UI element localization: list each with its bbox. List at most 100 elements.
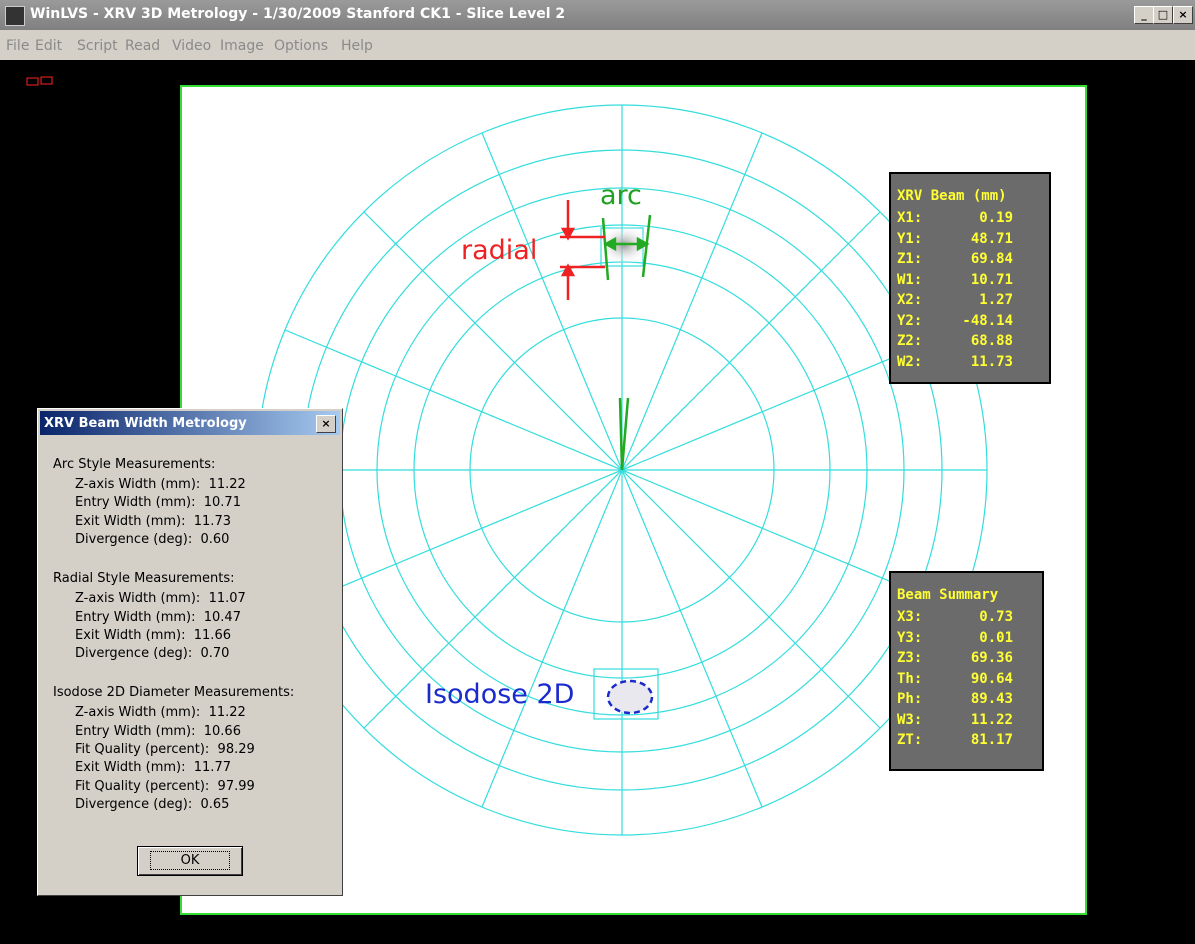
summary-panel: Beam Summary X3: 0.73 Y3: 0.01 Z3: 69.36 Th: 90… bbox=[889, 571, 1044, 771]
panel-row: ZT: 81.17 bbox=[897, 732, 1013, 751]
row-value: 89.43 bbox=[970, 691, 1013, 707]
row-value: 11.73 bbox=[970, 353, 1013, 370]
panel-row: Ph: 89.43 bbox=[897, 691, 1013, 710]
measurement-row: Exit Width (mm): 11.66 bbox=[75, 628, 231, 643]
row-value: -48.14 bbox=[962, 312, 1013, 329]
measurement-value: 10.71 bbox=[203, 495, 241, 511]
measurement-label: Z-axis Width (mm): bbox=[75, 477, 201, 492]
marker bbox=[26, 77, 39, 86]
row-value: 48.71 bbox=[970, 230, 1013, 247]
row-label: W3: bbox=[897, 711, 923, 728]
measurement-row: Entry Width (mm): 10.66 bbox=[75, 724, 241, 739]
measurement-value: 11.22 bbox=[208, 705, 246, 721]
menu-item[interactable]: Image bbox=[220, 38, 264, 54]
panel-row: X1: 0.19 bbox=[897, 210, 1013, 229]
row-label: X1: bbox=[897, 210, 923, 226]
ok-label: OK bbox=[149, 851, 231, 870]
dialog-title: XRV Beam Width Metrology bbox=[44, 416, 247, 431]
measurement-value: 10.47 bbox=[203, 609, 241, 625]
row-value: 0.19 bbox=[979, 210, 1013, 226]
panel-row: X2: 1.27 bbox=[897, 292, 1013, 311]
measurement-value: 11.73 bbox=[193, 513, 231, 529]
row-label: Y2: bbox=[897, 312, 923, 329]
measurement-value: 97.99 bbox=[217, 778, 255, 794]
panel-row: Z2: 68.88 bbox=[897, 333, 1013, 352]
row-label: ZT: bbox=[897, 732, 923, 748]
row-label: Y1: bbox=[897, 230, 923, 247]
marker bbox=[40, 76, 53, 85]
row-label: W1: bbox=[897, 271, 923, 288]
panel-row: Z3: 69.36 bbox=[897, 650, 1013, 669]
metrology-dialog: XRV Beam Width Metrology × OK Arc Style … bbox=[37, 408, 343, 896]
measurement-row: Exit Width (mm): 11.77 bbox=[75, 760, 231, 775]
section-heading: Isodose 2D Diameter Measurements: bbox=[53, 685, 295, 701]
measurement-value: 11.66 bbox=[193, 627, 231, 643]
arc-markers bbox=[601, 214, 652, 471]
row-value: 69.36 bbox=[970, 650, 1013, 666]
measurement-label: Divergence (deg): bbox=[75, 796, 193, 812]
panel-row: W3: 11.22 bbox=[897, 711, 1013, 731]
row-value: 0.73 bbox=[979, 609, 1013, 625]
measurement-row: Fit Quality (percent): 97.99 bbox=[75, 779, 255, 794]
image-view bbox=[26, 76, 53, 86]
measurement-value: 0.60 bbox=[200, 531, 230, 547]
measurement-value: 0.70 bbox=[200, 646, 230, 662]
panel-row: Y1: 48.71 bbox=[897, 230, 1013, 250]
row-label: Th: bbox=[897, 670, 923, 687]
measurement-row: Z-axis Width (mm): 11.22 bbox=[75, 705, 246, 720]
beam-panel: XRV Beam (mm) X1: 0.19 Y1: 48.71 Z1: 69.84 W1:… bbox=[889, 172, 1051, 384]
measurement-label: Divergence (deg): bbox=[75, 646, 193, 662]
panel-title: XRV Beam (mm) bbox=[897, 188, 1007, 204]
menu-item[interactable]: Video bbox=[172, 38, 212, 54]
measurement-row: Exit Width (mm): 11.73 bbox=[75, 514, 231, 529]
panel-row: Z1: 69.84 bbox=[897, 251, 1013, 270]
row-value: 11.22 bbox=[970, 711, 1013, 728]
radial-label: radial bbox=[461, 235, 538, 266]
menu-item[interactable]: Edit bbox=[35, 38, 63, 54]
measurement-label: Entry Width (mm): bbox=[75, 723, 196, 739]
measurement-label: Z-axis Width (mm): bbox=[75, 705, 201, 721]
measurement-value: 0.65 bbox=[200, 796, 230, 812]
measurement-label: Fit Quality (percent): bbox=[75, 778, 210, 794]
measurement-row: Entry Width (mm): 10.71 bbox=[75, 495, 241, 510]
arc-label: arc bbox=[600, 180, 642, 211]
menu-item[interactable]: Read bbox=[125, 38, 161, 54]
measurement-row: Fit Quality (percent): 98.29 bbox=[75, 742, 255, 757]
row-value: 1.27 bbox=[979, 292, 1013, 308]
menu-item[interactable]: Options bbox=[274, 38, 329, 54]
measurement-label: Fit Quality (percent): bbox=[75, 742, 210, 757]
title-bar: WinLVS - XRV 3D Metrology - 1/30/2009 St… bbox=[0, 0, 1195, 30]
measurement-value: 11.77 bbox=[193, 760, 231, 776]
row-label: Z2: bbox=[897, 333, 923, 349]
panel-row: W2: 11.73 bbox=[897, 354, 1013, 373]
menu-item[interactable]: File bbox=[6, 38, 30, 54]
radial-markers bbox=[560, 200, 605, 300]
panel-row: Y3: 0.01 bbox=[897, 630, 1013, 649]
dialog-close-button[interactable]: × bbox=[316, 415, 336, 433]
measurement-row: Z-axis Width (mm): 11.22 bbox=[75, 477, 246, 492]
isodose-label: Isodose 2D bbox=[425, 679, 575, 710]
measurement-row: Divergence (deg): 0.70 bbox=[75, 646, 229, 661]
dialog-title-bar: XRV Beam Width Metrology × bbox=[40, 411, 340, 435]
section-heading: Arc Style Measurements: bbox=[53, 457, 216, 472]
ok-button[interactable]: OK bbox=[137, 846, 243, 876]
close-button[interactable]: × bbox=[1173, 6, 1193, 24]
row-label: Z1: bbox=[897, 251, 923, 267]
panel-row: W1: 10.71 bbox=[897, 271, 1013, 291]
panel-row: Th: 90.64 bbox=[897, 670, 1013, 690]
row-label: Ph: bbox=[897, 691, 923, 707]
measurement-value: 11.22 bbox=[208, 477, 246, 492]
measurement-label: Exit Width (mm): bbox=[75, 627, 186, 643]
row-value: 68.88 bbox=[970, 333, 1013, 349]
maximize-button[interactable]: □ bbox=[1153, 6, 1173, 24]
row-label: X2: bbox=[897, 292, 923, 308]
measurement-row: Divergence (deg): 0.65 bbox=[75, 797, 229, 812]
section-heading: Radial Style Measurements: bbox=[53, 571, 235, 587]
menu-item[interactable]: Script bbox=[77, 38, 118, 54]
measurement-value: 98.29 bbox=[217, 742, 255, 757]
menu-item[interactable]: Help bbox=[341, 38, 373, 54]
row-value: 81.17 bbox=[970, 732, 1013, 748]
measurement-value: 10.66 bbox=[203, 723, 241, 739]
measurement-label: Entry Width (mm): bbox=[75, 495, 196, 511]
measurement-label: Entry Width (mm): bbox=[75, 609, 196, 625]
